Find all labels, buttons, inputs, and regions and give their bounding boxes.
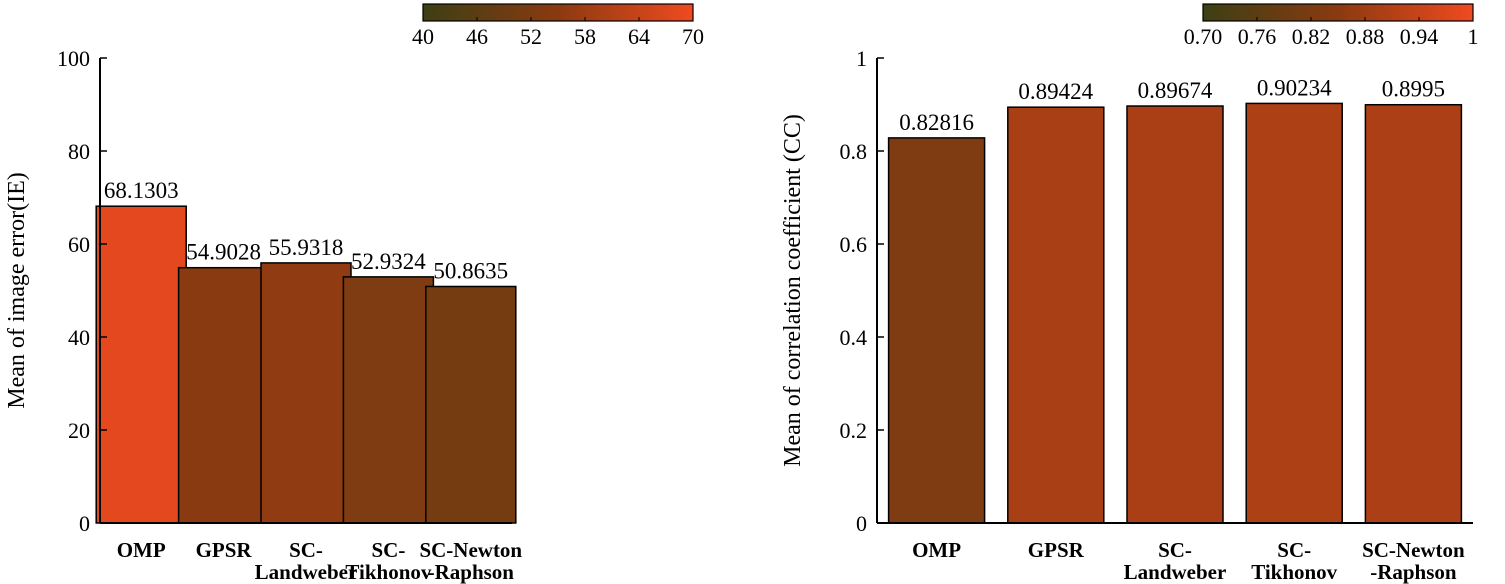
chart-panel-1: 68.1303 54.9028 55.9318 52.9324 50.8635 0 20 40… — [4, 3, 704, 584]
y-tick-label: 60 — [68, 232, 90, 257]
y-tick-label: 0 — [856, 511, 867, 536]
colorbar-tick-label: 0.88 — [1346, 24, 1385, 49]
bar — [1245, 102, 1343, 524]
x-tick-label: SC-Tikhonov — [345, 538, 431, 584]
x-tick-label: SC-Landweber — [1124, 538, 1227, 584]
colorbar-tick-label: 70 — [682, 24, 704, 49]
data-label: 0.82816 — [899, 110, 974, 135]
y-tick-label: 80 — [68, 139, 90, 164]
bar — [177, 266, 270, 524]
data-label: 50.8635 — [433, 258, 508, 283]
bar — [342, 276, 435, 524]
chart-panel-2: 0.82816 0.89424 0.89674 0.90234 0.8995 0 0.2 0.… — [780, 3, 1479, 584]
x-tick-label: SC-Newton -Raphson — [1362, 538, 1465, 584]
y-tick-label: 0.4 — [840, 325, 868, 350]
x-tick-label: OMP — [912, 538, 961, 562]
colorbar-tick-label: 1 — [1468, 24, 1479, 49]
y-tick-label: 100 — [57, 46, 90, 71]
y-tick-label: 0.8 — [840, 139, 868, 164]
x-tick-label: GPSR — [196, 538, 253, 562]
y-tick-label: 0 — [79, 511, 90, 536]
colorbar-tick-label: 0.70 — [1184, 24, 1223, 49]
x-tick-label: GPSR — [1028, 538, 1085, 562]
data-label: 68.1303 — [104, 178, 179, 203]
bar — [95, 205, 187, 524]
bar — [1007, 106, 1105, 524]
y-tick-label: 1 — [856, 46, 867, 71]
y-tick-label: 40 — [68, 325, 90, 350]
data-label: 0.90234 — [1257, 75, 1332, 100]
x-tick-label: OMP — [117, 538, 166, 562]
y-axis-title: Mean of correlation coefficient (CC) — [780, 114, 806, 467]
data-label: 0.89424 — [1018, 79, 1093, 104]
bar — [887, 137, 986, 524]
x-tick-label: SC-Landweber — [255, 538, 358, 584]
colorbar — [422, 3, 694, 22]
colorbar-tick-label: 0.76 — [1238, 24, 1277, 49]
x-tick-label: SC-Tikhonov — [1251, 538, 1337, 584]
data-label: 55.9318 — [269, 235, 344, 260]
colorbar-tick-label: 46 — [466, 24, 488, 49]
colorbar-tick-label: 64 — [628, 24, 650, 49]
y-tick-label: 0.6 — [840, 232, 868, 257]
bar — [1364, 103, 1463, 524]
y-tick-label: 20 — [68, 418, 90, 443]
bar — [1126, 105, 1224, 524]
data-label: 0.89674 — [1138, 78, 1213, 103]
colorbar-tick-label: 58 — [574, 24, 596, 49]
data-label: 52.9324 — [351, 249, 426, 274]
bar — [425, 285, 517, 524]
data-label: 54.9028 — [186, 240, 261, 265]
colorbar — [1202, 3, 1474, 22]
bar — [260, 262, 352, 524]
data-label: 0.8995 — [1382, 77, 1445, 102]
colorbar-tick-label: 0.94 — [1400, 24, 1439, 49]
colorbar-tick-label: 40 — [412, 24, 434, 49]
colorbar-tick-label: 0.82 — [1292, 24, 1331, 49]
y-axis-title: Mean of image error(IE) — [4, 172, 30, 409]
x-tick-label: SC-Newton -Raphson — [419, 538, 522, 584]
colorbar-tick-label: 52 — [520, 24, 542, 49]
y-tick-label: 0.2 — [840, 418, 868, 443]
